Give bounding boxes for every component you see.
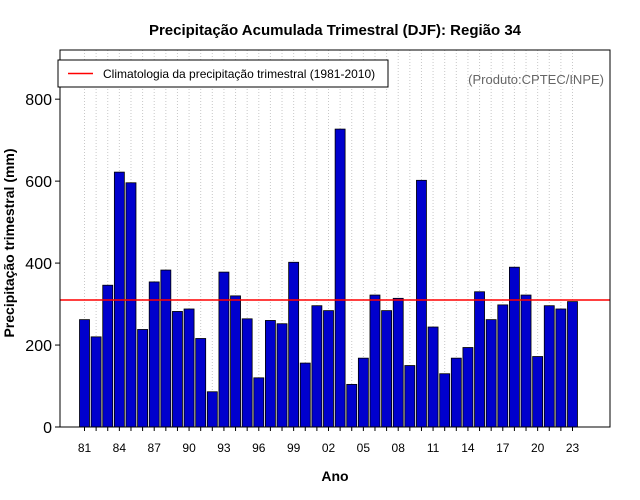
bar-04 <box>346 383 358 428</box>
bar-95 <box>241 318 253 428</box>
bar-01 <box>311 305 323 428</box>
bar-98 <box>276 323 288 428</box>
bar-02 <box>323 310 334 428</box>
bar-87 <box>148 281 160 428</box>
x-tick-label-11: 11 <box>427 441 440 455</box>
bar-06 <box>369 294 381 428</box>
y-axis: 0 200 400 600 800 <box>25 92 60 437</box>
bar-13 <box>450 357 462 428</box>
x-axis: 81 84 87 90 93 96 99 02 05 08 11 14 17 20 23 <box>78 427 580 455</box>
bar-97 <box>265 320 276 428</box>
bar-11 <box>427 326 439 428</box>
bar-10 <box>416 179 427 428</box>
bar-14 <box>462 347 474 428</box>
bar-07 <box>381 310 392 428</box>
y-tick-label: 800 <box>25 92 52 109</box>
legend-label: Climatologia da precipitação trimestral … <box>103 67 375 81</box>
y-tick-label: 200 <box>25 338 52 355</box>
bar-00 <box>299 362 311 428</box>
x-tick-label-93: 93 <box>217 441 231 455</box>
bar-89 <box>172 311 183 428</box>
x-tick-label-05: 05 <box>357 441 371 455</box>
x-tick-label-96: 96 <box>252 441 266 455</box>
bar-92 <box>206 391 218 428</box>
bar-17 <box>497 304 509 428</box>
x-tick-label-23: 23 <box>566 441 580 455</box>
bar-91 <box>195 338 207 428</box>
bar-09 <box>404 365 416 428</box>
y-axis-label: Precipitação trimestral (mm) <box>1 148 17 337</box>
bar-22 <box>555 308 567 428</box>
x-tick-label-08: 08 <box>392 441 406 455</box>
x-tick-label-02: 02 <box>322 441 336 455</box>
bar-12 <box>439 373 451 428</box>
x-tick-label-20: 20 <box>531 441 545 455</box>
bar-03 <box>334 128 346 428</box>
bar-88 <box>160 269 172 428</box>
legend: Climatologia da precipitação trimestral … <box>57 59 389 88</box>
bar-20 <box>532 356 544 428</box>
bar-05 <box>357 357 369 428</box>
bar-99 <box>288 261 300 428</box>
bar-85 <box>125 182 137 428</box>
x-tick-label-84: 84 <box>113 441 127 455</box>
bar-23 <box>567 301 578 428</box>
chart-title: Precipitação Acumulada Trimestral (DJF):… <box>149 22 522 39</box>
bar-18 <box>509 266 520 428</box>
x-axis-label: Ano <box>321 468 348 484</box>
legend-box <box>57 59 389 88</box>
bar-82 <box>90 336 102 428</box>
x-tick-label-99: 99 <box>287 441 301 455</box>
credit-text: (Produto:CPTEC/INPE) <box>468 72 604 87</box>
y-tick-label: 0 <box>43 420 52 437</box>
x-tick-label-14: 14 <box>461 441 475 455</box>
bar-16 <box>485 319 497 428</box>
bar-81 <box>79 319 90 428</box>
x-tick-label-17: 17 <box>496 441 510 455</box>
x-tick-label-81: 81 <box>78 441 92 455</box>
x-tick-label-87: 87 <box>148 441 162 455</box>
bar-93 <box>218 271 230 428</box>
bar-86 <box>137 329 148 428</box>
y-tick-label: 400 <box>25 256 52 273</box>
bar-90 <box>183 308 195 428</box>
bar-21 <box>543 305 555 428</box>
bar-83 <box>102 284 114 428</box>
plot-frame <box>59 49 611 428</box>
x-tick-label-90: 90 <box>182 441 196 455</box>
y-tick-label: 600 <box>25 174 52 191</box>
bar-15 <box>474 291 485 428</box>
bar-08 <box>392 297 404 428</box>
bar-96 <box>253 377 265 428</box>
bar-19 <box>520 294 532 428</box>
bar-94 <box>230 295 241 428</box>
